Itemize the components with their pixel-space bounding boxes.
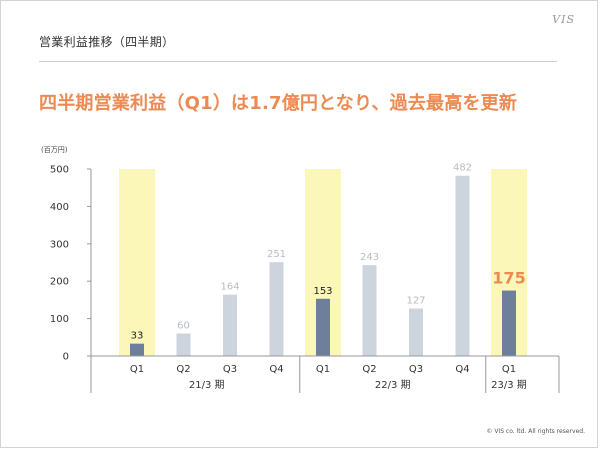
y-tick-label: 100 <box>50 314 69 325</box>
bar <box>316 298 330 356</box>
title-divider <box>39 61 557 62</box>
y-axis-unit-label: (百万円) <box>41 146 68 154</box>
x-tick-label: Q1 <box>502 364 516 375</box>
bar-value-label: 33 <box>131 331 144 342</box>
bar-value-label: 251 <box>267 249 286 260</box>
highlight-value-label: 175 <box>492 269 525 288</box>
x-tick-label: Q2 <box>362 364 376 375</box>
bar <box>362 265 377 356</box>
bar <box>130 343 144 356</box>
x-tick-label: Q4 <box>455 364 469 375</box>
bar-value-label: 153 <box>313 286 332 297</box>
bar-value-label: 482 <box>453 163 472 174</box>
bar <box>409 308 423 356</box>
company-logo: VIS <box>552 13 575 26</box>
x-tick-label: Q2 <box>176 364 190 375</box>
bar <box>502 290 516 356</box>
bar-value-label: 243 <box>360 252 379 263</box>
x-tick-label: Q3 <box>409 364 423 375</box>
bar-value-label: 127 <box>406 296 425 307</box>
y-tick-label: 0 <box>63 352 69 363</box>
bar <box>455 175 470 356</box>
group-label: 23/3 期 <box>491 379 527 391</box>
group-label: 21/3 期 <box>189 379 225 391</box>
group-label: 22/3 期 <box>375 379 411 391</box>
bar <box>176 333 191 356</box>
y-tick-label: 200 <box>50 277 69 288</box>
x-tick-label: Q3 <box>223 364 237 375</box>
x-tick-label: Q1 <box>130 364 144 375</box>
y-tick-label: 500 <box>50 165 69 176</box>
bar-value-label: 164 <box>220 282 239 293</box>
slide-title: 営業利益推移（四半期） <box>39 35 175 49</box>
headline: 四半期営業利益（Q1）は1.7億円となり、過去最高を更新 <box>39 93 518 114</box>
x-tick-label: Q4 <box>269 364 283 375</box>
highlight-band <box>119 169 155 356</box>
y-tick-label: 300 <box>50 239 69 250</box>
copyright-notice: © VIS co. ltd. All rights reserved. <box>486 428 585 435</box>
bar <box>269 262 284 356</box>
bar-value-label: 60 <box>177 321 190 332</box>
y-tick-label: 400 <box>50 202 69 213</box>
bar <box>223 294 237 356</box>
x-tick-label: Q1 <box>316 364 330 375</box>
